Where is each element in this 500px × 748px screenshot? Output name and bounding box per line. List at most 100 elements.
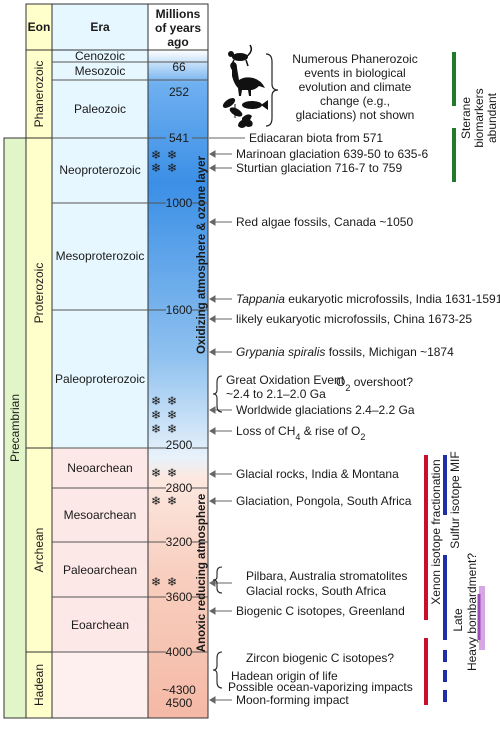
event-marinoan: Marinoan glaciation 639-50 to 635-6	[236, 147, 428, 161]
snowflake-icon: ❄	[167, 466, 177, 480]
snowflake-icon: ❄	[167, 422, 177, 436]
time-label: 2800	[166, 481, 193, 495]
snowflake-icon: ❄	[151, 422, 161, 436]
phanerozoic-note-brace	[265, 53, 279, 127]
eon-phanerozoic-label: Phanerozoic	[32, 61, 46, 128]
time-label: 66	[172, 60, 186, 74]
era-paleoproterozoic-label: Paleoproterozoic	[55, 372, 145, 386]
sterane-label: Sterane biomarkers abundant	[459, 88, 499, 147]
event-labels: Ediacaran biota from 571 Marinoan glaciat…	[226, 131, 500, 707]
event-china-euk: likely eukaryotic microfossils, China 16…	[236, 312, 472, 326]
snowflake-icon: ❄	[151, 466, 161, 480]
dinosaur-icon	[230, 62, 265, 96]
era-neoproterozoic-label: Neoproterozoic	[59, 163, 140, 177]
era-mesoproterozoic-label: Mesoproterozoic	[56, 249, 145, 263]
event-tappania: Tappania eukaryotic microfossils, India …	[236, 292, 500, 306]
sterane-label-line: Sterane	[459, 97, 473, 139]
time-label: 3200	[166, 535, 193, 549]
phanerozoic-life-icons	[222, 44, 268, 128]
event-pilbara: Pilbara, Australia stromatolites	[246, 569, 407, 583]
eon-column: Phanerozoic Proterozoic Archean Hadean	[25, 49, 53, 719]
eon-hadean-label: Hadean	[32, 664, 46, 706]
plant-icon	[222, 98, 243, 118]
event-ocean-vapor: Possible ocean-vaporizing impacts	[228, 680, 413, 694]
era-cenozoic-label: Cenozoic	[75, 49, 125, 63]
time-column	[147, 49, 209, 719]
snowflake-icon: ❄	[151, 161, 161, 175]
oxidizing-atmosphere-label: Oxidizing atmosphere & ozone layer	[196, 155, 208, 354]
time-label: 541	[169, 131, 189, 145]
time-label: ~4300	[162, 683, 196, 697]
era-neoarchean-label: Neoarchean	[67, 461, 132, 475]
snowflake-icon: ❄	[167, 575, 177, 589]
event-pointer-lines	[209, 137, 245, 704]
phanerozoic-note-line: change (e.g.,	[320, 94, 390, 108]
event-glacial-india: Glacial rocks, India & Montana	[236, 467, 399, 481]
snowflake-icon: ❄	[167, 408, 177, 422]
snowflake-icon: ❄	[167, 161, 177, 175]
precambrian-column: Precambrian	[3, 137, 27, 719]
monkey-icon	[228, 44, 253, 67]
event-moon: Moon-forming impact	[236, 693, 349, 707]
sterane-label-line: abundant	[485, 92, 499, 143]
sulfur-label: Sulfur isotope MIF	[448, 451, 462, 548]
late-label: Late	[451, 608, 465, 632]
table-header: Eon Era Millions of years ago	[25, 3, 209, 51]
event-sturtian: Sturtian glaciation 716-7 to 759	[236, 161, 402, 175]
event-pongola: Glaciation, Pongola, South Africa	[236, 494, 412, 508]
event-overshoot: O2 overshoot?	[336, 375, 413, 393]
event-red-algae: Red algae fossils, Canada ~1050	[236, 215, 413, 229]
snowflake-icon: ❄	[151, 494, 161, 508]
event-zircon: Zircon biogenic C isotopes?	[246, 651, 394, 665]
time-label: 4000	[166, 645, 193, 659]
event-glacial-sa: Glacial rocks, South Africa	[246, 584, 386, 598]
time-header-line-1: Millions	[156, 7, 201, 21]
snowflake-icon: ❄	[151, 575, 161, 589]
snowflake-icon: ❄	[151, 148, 161, 162]
heavy-bombardment-label: Heavy bombardment?	[465, 553, 479, 671]
era-paleoarchean-label: Paleoarchean	[63, 563, 137, 577]
snowflake-icon: ❄	[167, 494, 177, 508]
era-mesoarchean-label: Mesoarchean	[64, 508, 137, 522]
xenon-label: Xenon isotope fractionation	[429, 459, 443, 604]
anoxic-atmosphere-label: Anoxic reducing atmosphere	[196, 494, 208, 652]
trilobite-icon	[238, 114, 253, 128]
time-label: 1600	[166, 303, 193, 317]
era-eoarchean-label: Eoarchean	[71, 618, 129, 632]
time-label: 4500	[166, 696, 193, 710]
event-worldwide: Worldwide glaciations 2.4–2.2 Ga	[236, 403, 415, 417]
event-ch4: Loss of CH4 & rise of O2	[236, 424, 365, 442]
event-goe2: ~2.4 to 2.1–2.0 Ga	[226, 387, 326, 401]
eon-header: Eon	[28, 20, 51, 34]
era-header: Era	[90, 20, 110, 34]
time-header-line-3: ago	[167, 35, 188, 49]
glaciation-snowflakes: ❄ ❄❄ ❄❄ ❄❄ ❄❄ ❄❄ ❄❄ ❄❄ ❄	[151, 148, 177, 589]
time-label: 2500	[166, 438, 193, 452]
era-mesozoic-label: Mesozoic	[75, 64, 126, 78]
eon-proterozoic-label: Proterozoic	[32, 263, 46, 324]
phanerozoic-note-line: evolution and climate	[299, 80, 412, 94]
fish-icon	[242, 100, 268, 110]
eon-archean-label: Archean	[32, 528, 46, 573]
snowflake-icon: ❄	[151, 394, 161, 408]
phanerozoic-note-line: events in biological	[304, 66, 405, 80]
time-labels: 66 252 541 1000 1600 2500 2800 3200 3600 4000 ~430…	[162, 60, 196, 710]
era-column	[51, 49, 149, 719]
era-paleozoic-label: Paleozoic	[74, 102, 126, 116]
event-biogenic-c: Biogenic C isotopes, Greenland	[236, 604, 405, 618]
sterane-label-line: biomarkers	[472, 88, 486, 147]
precambrian-label: Precambrian	[8, 394, 22, 462]
event-ediacaran: Ediacaran biota from 571	[249, 131, 383, 145]
snowflake-icon: ❄	[167, 394, 177, 408]
phanerozoic-note-line: Numerous Phanerozoic	[292, 52, 417, 66]
event-grypania: Grypania spiralis fossils, Michigan ~187…	[236, 345, 454, 359]
time-label: 3600	[166, 590, 193, 604]
event-hadean-life: Hadean origin of life	[231, 669, 338, 683]
snowflake-icon: ❄	[167, 148, 177, 162]
event-goe1: Great Oxidation Event	[226, 373, 345, 387]
late-heavy-bombardment-bar	[477, 586, 485, 650]
event-braces	[212, 375, 223, 689]
